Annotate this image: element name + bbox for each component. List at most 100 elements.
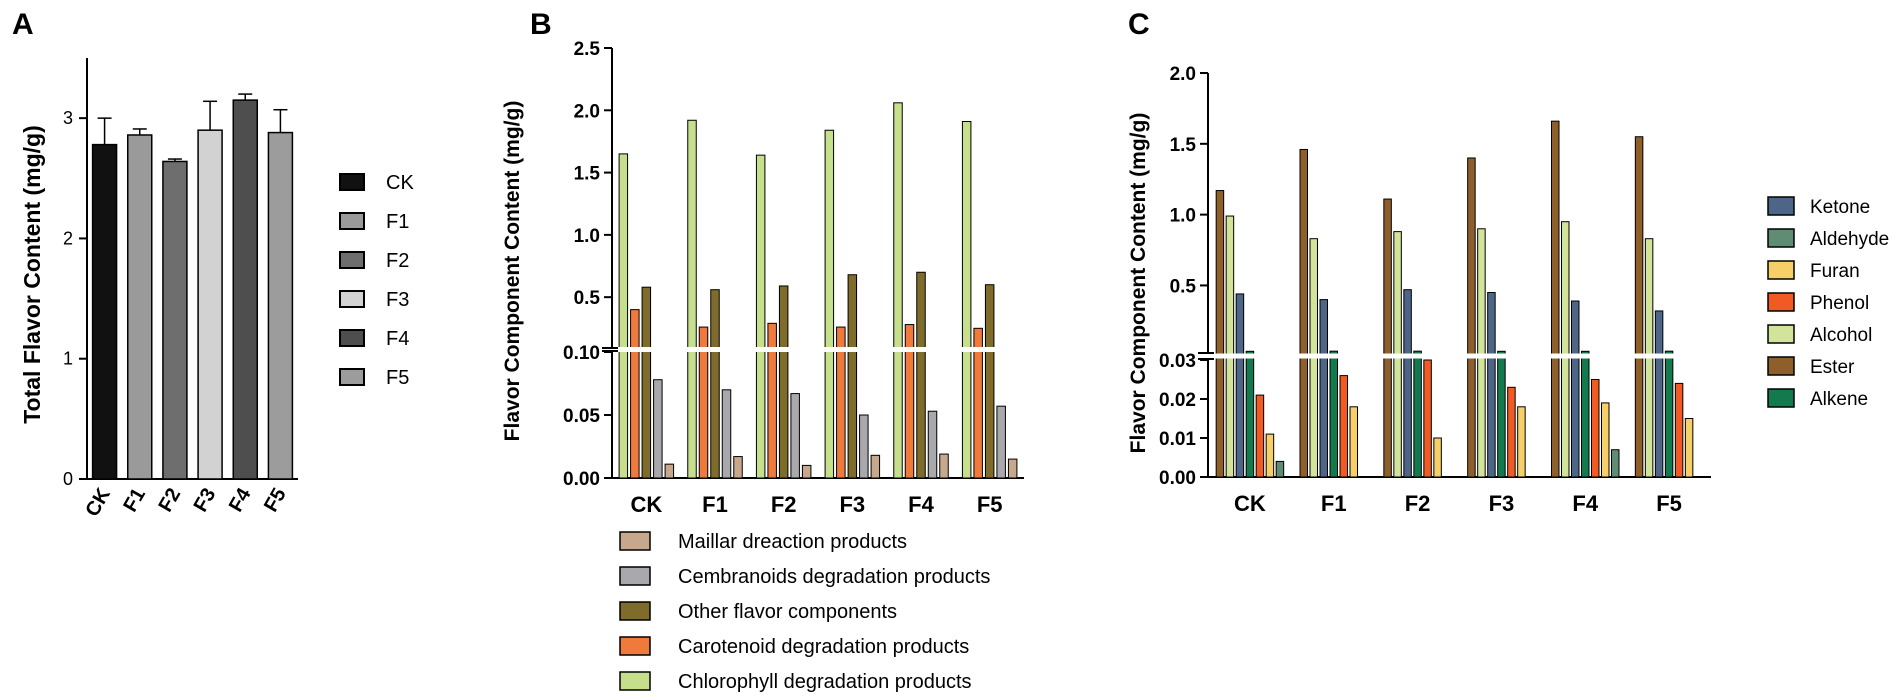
legend-swatch-ck xyxy=(339,173,365,191)
bar-alcohol-f4 xyxy=(1561,221,1570,478)
bar-ketone-f5 xyxy=(1654,310,1664,478)
bar-carotenoid-degradation-products-f2 xyxy=(767,322,777,479)
bar-chlorophyll-degradation-products-f5 xyxy=(961,121,972,479)
axis-break-gap xyxy=(1198,353,1711,359)
legend-label: Alcohol xyxy=(1810,325,1872,346)
legend-swatch-f2 xyxy=(339,251,365,269)
legend-swatch-furan xyxy=(1767,260,1795,280)
bar-maillar-dreaction-products-f5 xyxy=(1007,458,1018,479)
bar-other-flavor-components-f3 xyxy=(847,274,858,479)
legend-swatch-other-flavor-components xyxy=(619,601,651,621)
bar-ketone-f3 xyxy=(1487,292,1496,478)
legend-swatch-f1 xyxy=(339,212,365,230)
x-tick-label: CK xyxy=(81,484,115,520)
y-tick-label: 0.00 xyxy=(1159,468,1196,489)
bar-ketone-f2 xyxy=(1403,289,1412,478)
legend-label: F4 xyxy=(386,328,409,350)
x-tick-label: F3 xyxy=(190,485,221,516)
x-tick-label: F3 xyxy=(839,492,865,517)
bar-chlorophyll-degradation-products-ck xyxy=(618,153,629,479)
legend-swatch-carotenoid-degradation-products xyxy=(619,636,651,656)
bar-other-flavor-components-f5 xyxy=(984,284,995,479)
legend-label: Maillar dreaction products xyxy=(678,531,907,553)
legend-label: Phenol xyxy=(1810,293,1869,314)
bar-furan-f2 xyxy=(1433,437,1442,478)
y-tick-label: 2.5 xyxy=(574,39,601,60)
bar-cembranoids-degradation-products-f1 xyxy=(721,389,732,479)
bar-ester-ck xyxy=(1215,190,1225,478)
x-tick-label: F5 xyxy=(1656,491,1682,516)
legend-swatch-phenol xyxy=(1767,292,1795,312)
bar-ester-f3 xyxy=(1467,157,1476,478)
legend-swatch-alkene xyxy=(1767,388,1795,408)
legend-swatch-f5 xyxy=(339,368,365,386)
bar-cembranoids-degradation-products-f5 xyxy=(996,405,1006,479)
bar-maillar-dreaction-products-ck xyxy=(664,463,675,479)
bar-other-flavor-components-f4 xyxy=(916,271,926,479)
x-tick-label: F4 xyxy=(225,484,256,516)
y-axis-label: Flavor Component Content (mg/g) xyxy=(501,101,524,442)
axis-break-gap xyxy=(602,347,1024,352)
bar-f4 xyxy=(232,99,258,480)
y-tick-label: 0.01 xyxy=(1159,429,1196,450)
bar-furan-f5 xyxy=(1684,418,1694,478)
x-tick-label: F2 xyxy=(155,485,186,516)
legend-label: F3 xyxy=(386,289,409,311)
bar-cembranoids-degradation-products-f2 xyxy=(790,393,800,479)
x-tick-label: F4 xyxy=(908,492,934,517)
bar-ketone-ck xyxy=(1235,293,1245,478)
bar-carotenoid-degradation-products-f3 xyxy=(836,326,846,479)
bar-alkene-f1 xyxy=(1329,350,1338,478)
x-tick-label: F4 xyxy=(1572,491,1598,516)
bar-maillar-dreaction-products-f3 xyxy=(870,454,881,479)
legend-label: Chlorophyll degradation products xyxy=(678,671,972,693)
y-axis-label: Total Flavor Content (mg/g) xyxy=(19,125,45,424)
legend-label: F1 xyxy=(386,211,409,233)
bar-ester-f1 xyxy=(1299,148,1308,478)
bar-furan-ck xyxy=(1265,433,1275,478)
bar-f5 xyxy=(267,131,294,480)
bar-phenol-f3 xyxy=(1507,386,1516,478)
y-tick-label: 0.00 xyxy=(563,469,600,490)
bar-chlorophyll-degradation-products-f2 xyxy=(755,154,766,479)
legend-label: Ketone xyxy=(1810,197,1870,218)
bar-other-flavor-components-ck xyxy=(641,286,652,479)
x-tick-label: F3 xyxy=(1489,491,1515,516)
legend-swatch-aldehyde xyxy=(1767,228,1795,248)
y-tick-label: 2.0 xyxy=(1170,64,1196,85)
legend-swatch-cembranoids-degradation-products xyxy=(619,566,651,586)
y-tick-label: 1 xyxy=(63,349,73,369)
legend-swatch-f4 xyxy=(339,329,365,347)
bar-cembranoids-degradation-products-ck xyxy=(653,379,663,479)
legend-swatch-chlorophyll-degradation-products xyxy=(619,671,651,691)
bar-cembranoids-degradation-products-f4 xyxy=(927,410,938,479)
y-tick-label: 0.02 xyxy=(1159,390,1196,411)
y-tick-label: 2.0 xyxy=(574,101,600,122)
bar-chlorophyll-degradation-products-f3 xyxy=(824,129,835,479)
panel-label-c: C xyxy=(1128,8,1150,41)
panel-label-a: A xyxy=(12,8,34,41)
x-tick-label: F2 xyxy=(771,492,797,517)
y-tick-label: 2 xyxy=(63,228,73,248)
bar-cembranoids-degradation-products-f3 xyxy=(859,414,869,479)
bar-ck xyxy=(91,143,118,480)
y-tick-label: 1.5 xyxy=(1170,135,1197,156)
bar-maillar-dreaction-products-f1 xyxy=(733,456,743,479)
bar-alcohol-f3 xyxy=(1477,228,1486,478)
y-tick-label: 0.10 xyxy=(563,343,600,364)
legend-label: F5 xyxy=(386,367,409,389)
bar-f3 xyxy=(197,129,223,480)
bar-phenol-f5 xyxy=(1674,382,1684,478)
legend-label: Furan xyxy=(1810,261,1860,282)
x-tick-label: F5 xyxy=(260,485,291,516)
bar-furan-f3 xyxy=(1517,406,1526,478)
bar-f1 xyxy=(127,134,153,480)
bar-ketone-f1 xyxy=(1319,299,1328,478)
bar-aldehyde-f4 xyxy=(1611,449,1620,478)
y-axis-label: Flavor Component Content (mg/g) xyxy=(1127,113,1150,454)
y-tick-label: 0.5 xyxy=(1170,276,1197,297)
x-tick-label: F1 xyxy=(119,485,150,516)
legend-label: CK xyxy=(386,172,414,194)
